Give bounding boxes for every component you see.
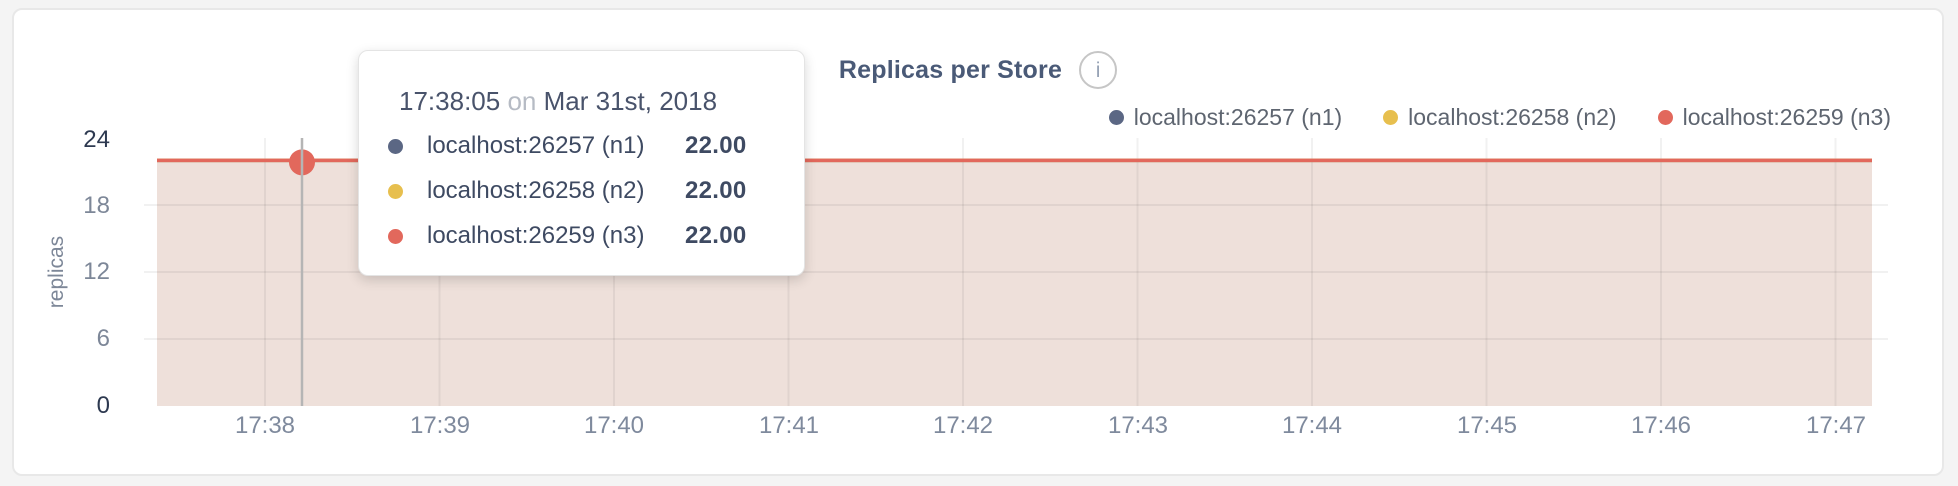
x-tick-label: 17:42 [932, 412, 994, 439]
legend-item-label: localhost:26257 (n1) [1133, 103, 1343, 130]
legend-dot-icon [1383, 109, 1399, 125]
y-tick-label: 24 [83, 126, 110, 153]
legend-dot-icon [1657, 109, 1673, 125]
y-tick-label: 18 [83, 192, 110, 219]
legend: localhost:26257 (n1) localhost:26258 (n2… [1108, 102, 1891, 132]
x-tick-label: 17:39 [409, 412, 471, 439]
legend-item-n3[interactable]: localhost:26259 (n3) [1657, 103, 1891, 131]
legend-item-n1[interactable]: localhost:26257 (n1) [1108, 103, 1343, 131]
tooltip-row: localhost:26257 (n1) 22.00 [388, 130, 780, 162]
tooltip-timestamp: 17:38:05 on Mar 31st, 2018 [388, 85, 780, 117]
x-tick-label: 17:41 [758, 412, 820, 439]
tooltip-series-label: localhost:26258 (n2) [427, 177, 645, 204]
info-icon[interactable]: i [1079, 51, 1118, 89]
x-tick-label: 17:44 [1281, 412, 1343, 439]
x-tick-label: 17:46 [1630, 412, 1692, 439]
tooltip-connector: on [507, 86, 537, 116]
series-dot-icon [388, 183, 403, 199]
chart-title: Replicas per Store [838, 55, 1063, 84]
tooltip-row: localhost:26259 (n3) 22.00 [388, 220, 780, 252]
y-tick-label: 0 [96, 392, 110, 419]
tooltip-row: localhost:26258 (n2) 22.00 [388, 175, 780, 207]
x-tick-label: 17:40 [583, 412, 645, 439]
series-dot-icon [388, 138, 403, 154]
tooltip-series-label: localhost:26257 (n1) [427, 132, 645, 159]
x-tick-label: 17:43 [1107, 412, 1169, 439]
x-tick-label: 17:45 [1456, 412, 1518, 439]
legend-item-n2[interactable]: localhost:26258 (n2) [1383, 103, 1617, 131]
series-dot-icon [388, 228, 403, 244]
x-tick-label: 17:47 [1805, 412, 1867, 439]
tooltip-series-value: 22.00 [685, 177, 747, 204]
legend-item-label: localhost:26259 (n3) [1682, 103, 1891, 130]
x-tick-label: 17:38 [234, 412, 296, 439]
legend-item-label: localhost:26258 (n2) [1408, 103, 1617, 130]
y-tick-label: 12 [83, 258, 110, 285]
tooltip-series-value: 22.00 [685, 132, 747, 159]
tooltip-time: 17:38:05 [399, 86, 501, 116]
tooltip-series-label: localhost:26259 (n3) [427, 222, 645, 249]
legend-dot-icon [1108, 109, 1124, 125]
info-icon-glyph: i [1095, 58, 1101, 82]
tooltip-series-value: 22.00 [685, 222, 747, 249]
chart-tooltip: 17:38:05 on Mar 31st, 2018 localhost:262… [358, 50, 805, 276]
chart-header: Replicas per Store i [14, 48, 1942, 92]
tooltip-date: Mar 31st, 2018 [543, 86, 718, 116]
y-tick-label: 6 [96, 325, 110, 352]
